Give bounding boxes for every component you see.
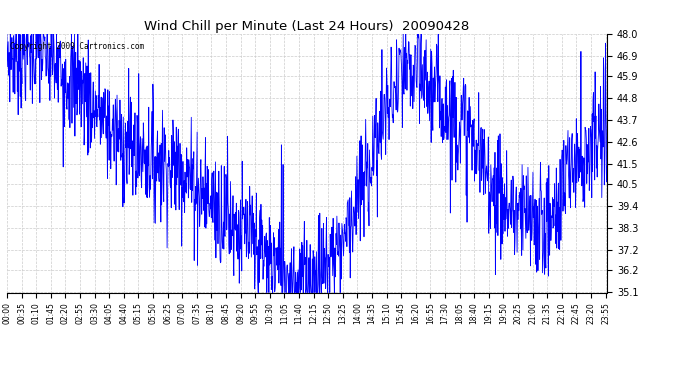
Text: Copyright 2009 Cartronics.com: Copyright 2009 Cartronics.com bbox=[10, 42, 144, 51]
Title: Wind Chill per Minute (Last 24 Hours)  20090428: Wind Chill per Minute (Last 24 Hours) 20… bbox=[144, 20, 470, 33]
